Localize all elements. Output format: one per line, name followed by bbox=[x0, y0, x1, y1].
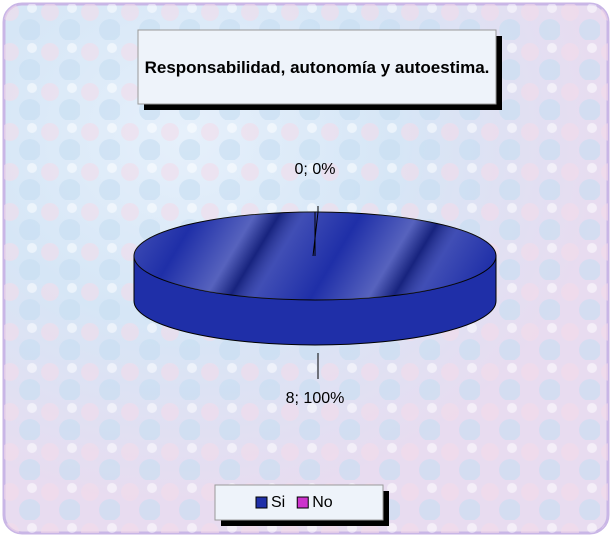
legend: Si No bbox=[255, 494, 333, 511]
data-label: 0; 0% bbox=[295, 161, 336, 178]
chart-title: Responsabilidad, autonomía y autoestima. bbox=[144, 57, 490, 77]
title-box bbox=[137, 29, 497, 105]
legend-label: Si bbox=[271, 494, 285, 511]
data-label: 8; 100% bbox=[286, 390, 345, 407]
leader-line bbox=[312, 211, 319, 257]
plot: 8; 100% 0; 0% bbox=[133, 161, 497, 407]
legend-swatch bbox=[296, 496, 309, 509]
legend-swatch bbox=[255, 496, 268, 509]
title-holder: Responsabilidad, autonomía y autoestima. bbox=[144, 57, 490, 77]
legend-label: No bbox=[312, 494, 333, 511]
